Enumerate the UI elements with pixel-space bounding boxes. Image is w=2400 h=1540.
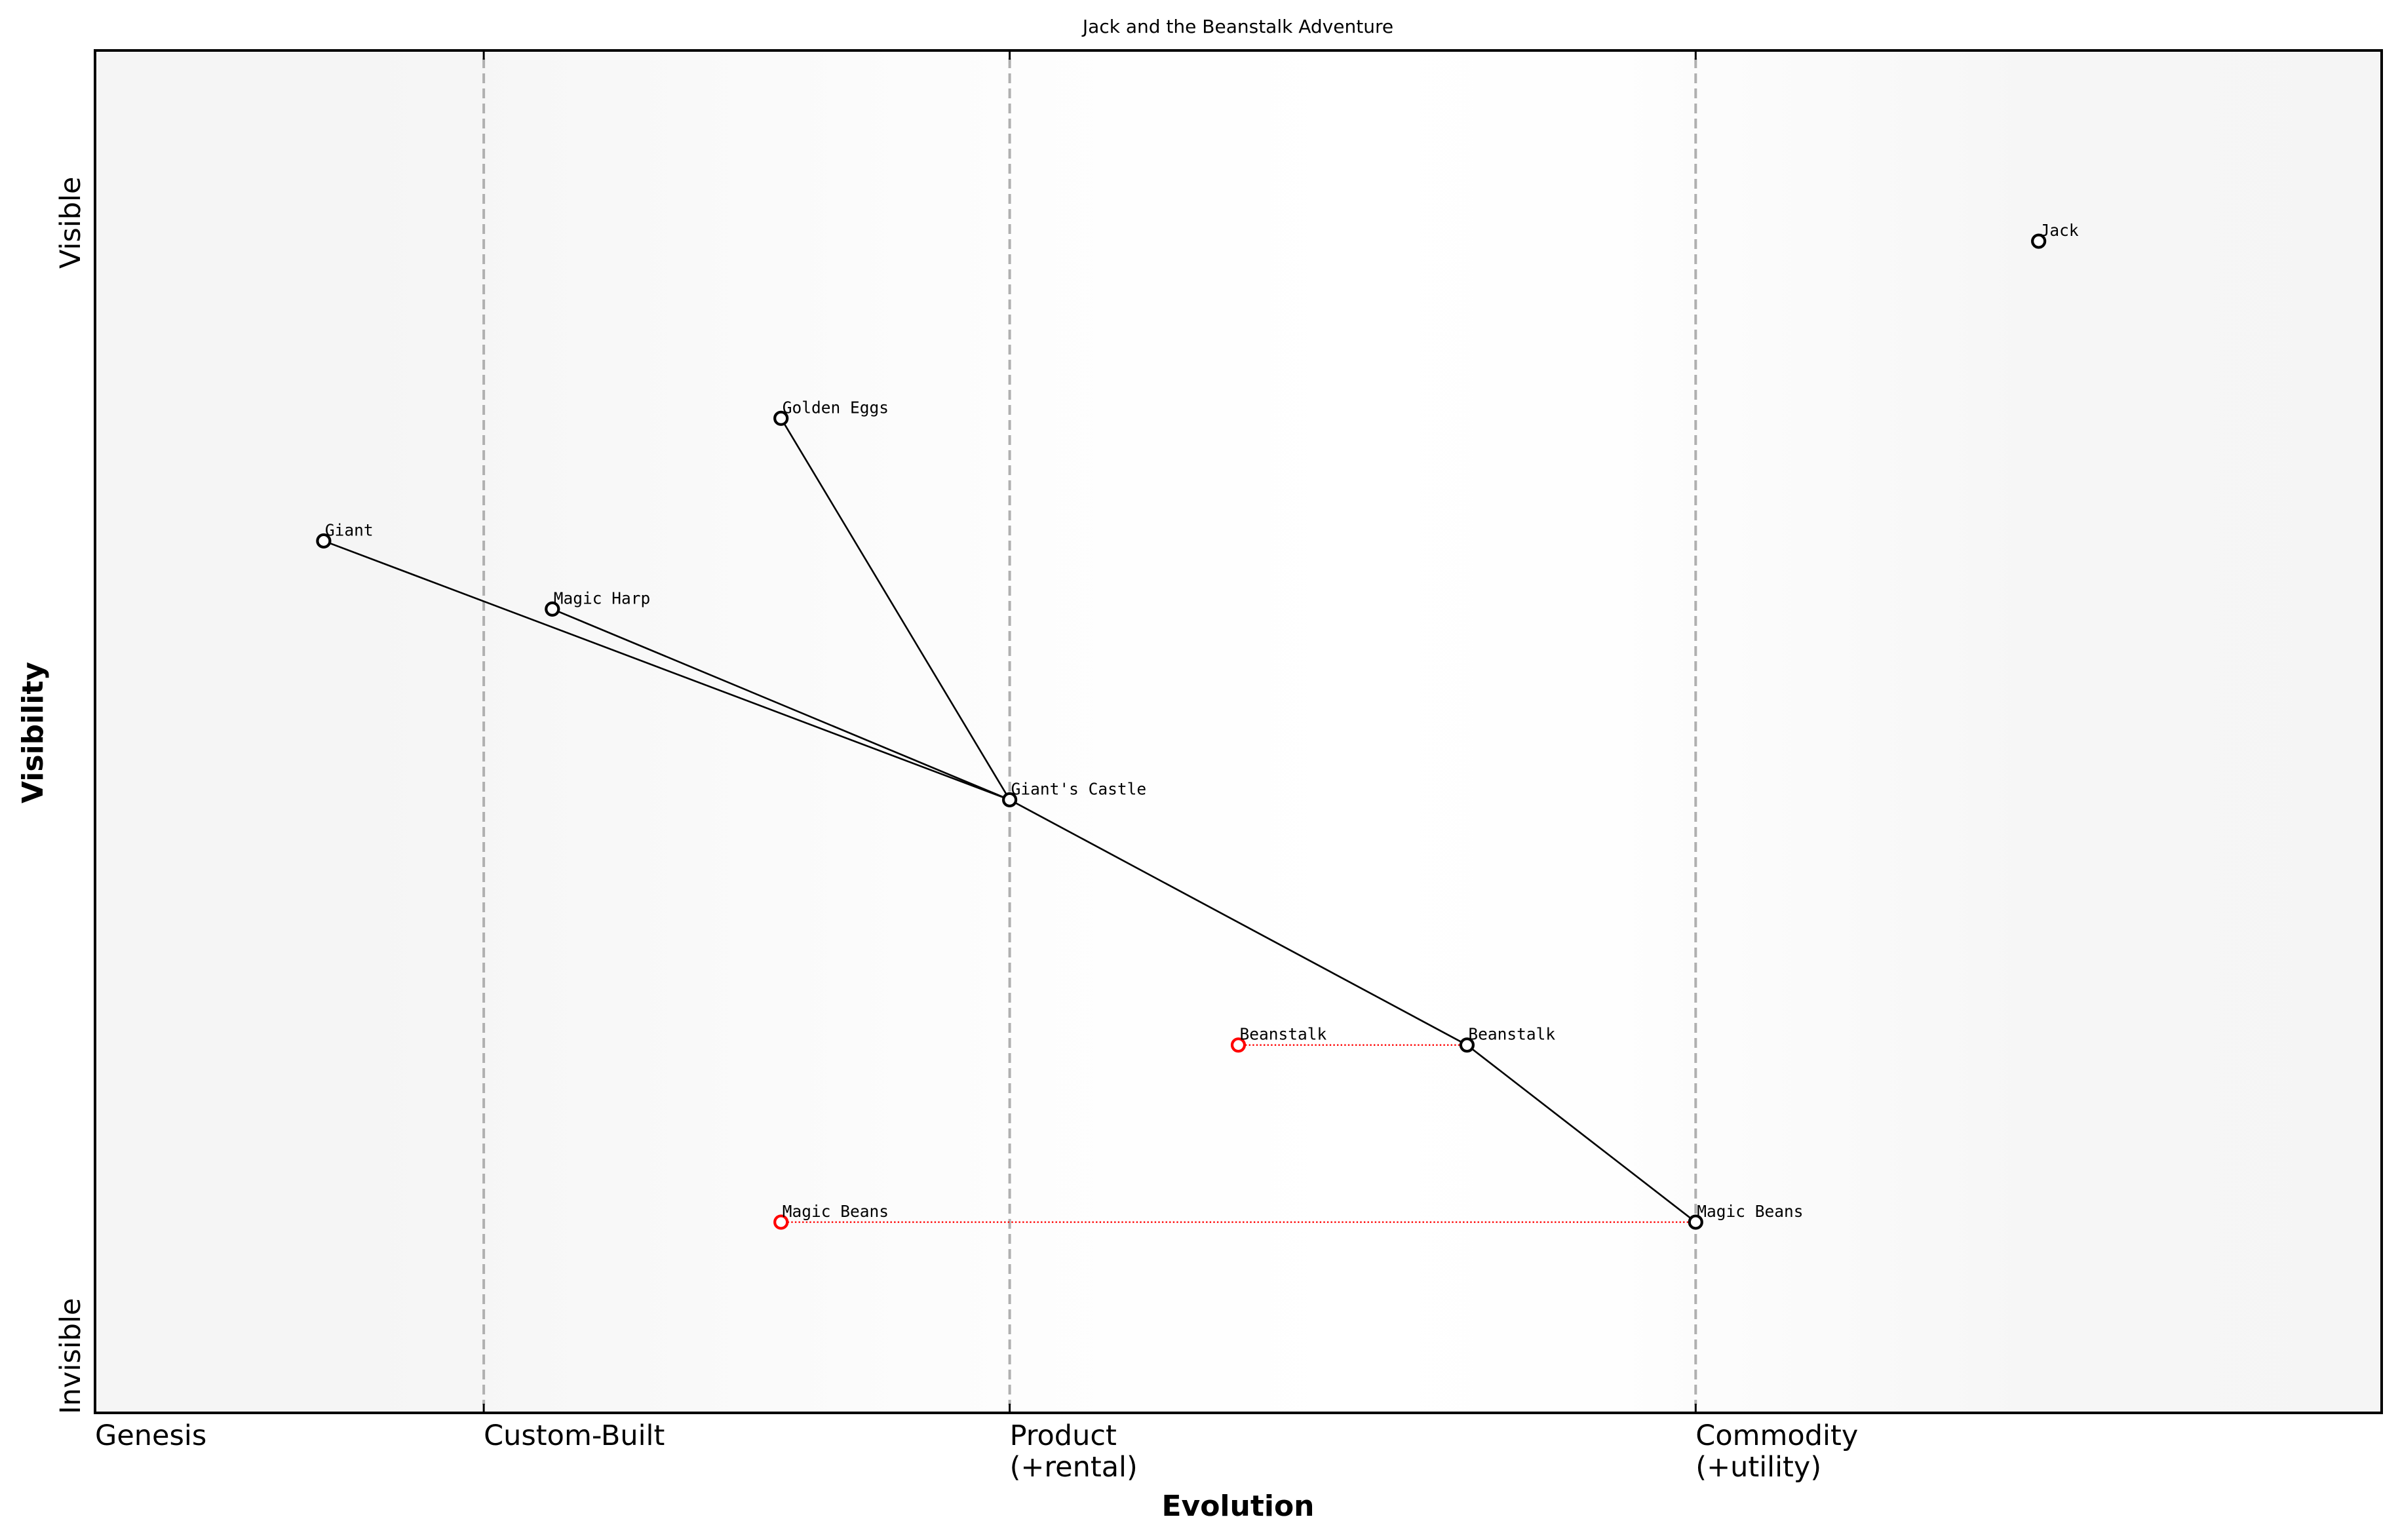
stage-label: Genesis: [95, 1419, 206, 1452]
component-label: Giant's Castle: [1011, 779, 1147, 798]
stage-label: Product (+rental): [1010, 1419, 1138, 1484]
component-label: Jack: [2040, 221, 2079, 240]
dependency-link: [552, 608, 1011, 801]
component-marker-icon[interactable]: [773, 1214, 789, 1230]
chart-title: Jack and the Beanstalk Adventure: [1081, 16, 1393, 37]
x-axis-title: Evolution: [1161, 1490, 1314, 1523]
evolution-stage-lines: [482, 58, 1697, 1405]
component[interactable]: Magic Harp: [545, 588, 651, 617]
plot-frame: [94, 49, 2383, 1414]
plot-background: [95, 50, 2382, 1413]
component[interactable]: Beanstalk: [1459, 1025, 1556, 1053]
component-label: Magic Beans: [1697, 1202, 1803, 1221]
evolved-component[interactable]: Beanstalk: [1230, 1025, 1327, 1053]
component[interactable]: Magic Beans: [1688, 1202, 1804, 1230]
component-marker-icon[interactable]: [1688, 1214, 1703, 1230]
component-marker-icon[interactable]: [1001, 792, 1018, 808]
component[interactable]: Jack: [2031, 221, 2079, 249]
component-marker-icon[interactable]: [316, 533, 332, 549]
dependency-link: [323, 540, 1011, 801]
y-axis-title: Visibility: [16, 662, 50, 803]
components: Beanstalk Magic Beans Jack Golden Eggs Giant…: [316, 221, 2079, 1230]
component-label: Giant: [325, 520, 374, 539]
component-marker-icon[interactable]: [2031, 233, 2047, 249]
component[interactable]: Giant's Castle: [1001, 779, 1147, 808]
component-marker-icon[interactable]: [1459, 1037, 1475, 1053]
component-label: Beanstalk: [1468, 1025, 1555, 1044]
y-label-invisible: Invisible: [54, 1298, 87, 1414]
component-marker-icon[interactable]: [1230, 1037, 1247, 1053]
component[interactable]: Giant: [316, 520, 374, 549]
component-label: Beanstalk: [1240, 1025, 1327, 1044]
dependency-link: [1009, 799, 1468, 1046]
component-marker-icon[interactable]: [773, 410, 789, 426]
y-label-visible: Visible: [54, 177, 87, 269]
x-axis-ticks: [482, 50, 1697, 1413]
dependency-link: [1466, 1044, 1697, 1223]
component-label: Golden Eggs: [783, 398, 889, 417]
component[interactable]: Golden Eggs: [773, 398, 889, 426]
dependency-links: [323, 417, 1697, 1223]
evolved-component[interactable]: Magic Beans: [773, 1202, 889, 1230]
component-marker-icon[interactable]: [545, 601, 560, 617]
stage-label: Commodity (+utility): [1695, 1419, 1858, 1484]
x-axis-tick-labels: Genesis Custom-Built Product (+rental) Commo…: [95, 1419, 1858, 1484]
dependency-link: [780, 417, 1011, 801]
evolution-arrows: [781, 1044, 1696, 1223]
stage-label: Custom-Built: [484, 1419, 665, 1452]
component-label: Magic Beans: [783, 1202, 889, 1221]
component-label: Magic Harp: [554, 588, 651, 607]
